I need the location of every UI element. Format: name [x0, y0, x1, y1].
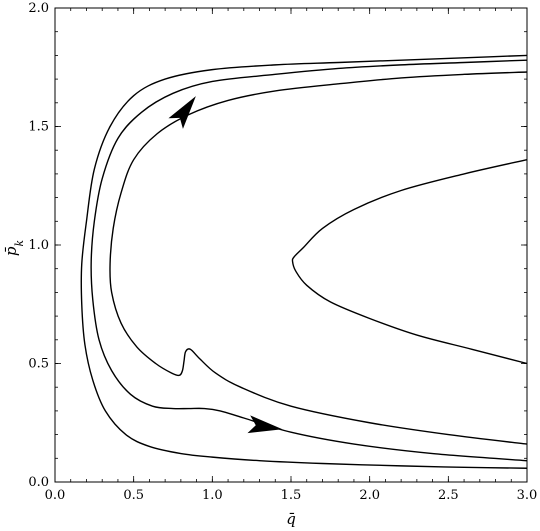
x-tick-label: 0.0: [45, 488, 66, 503]
x-tick-label: 1.5: [281, 488, 302, 503]
trajectory-curve-1: [80, 54, 528, 469]
x-tick-label: 1.0: [202, 488, 223, 503]
x-tick-label: 3.0: [517, 488, 538, 503]
axis-tick-labels: 0.0 0.5 1.0 1.5 2.0 2.5 3.0 0.0 0.5 1.0 1.5 2.0: [28, 1, 537, 503]
y-tick-label: 0.0: [28, 475, 49, 490]
y-tick-label: 2.0: [28, 1, 49, 16]
axis-ticks: [54, 7, 528, 483]
y-axis-title-base: p̄: [2, 246, 20, 256]
y-tick-label: 0.5: [28, 357, 49, 372]
trajectory-curves: [80, 54, 528, 469]
y-tick-label: 1.5: [28, 120, 49, 135]
y-axis-title-sub: k: [13, 240, 26, 247]
plot-frame: [54, 7, 528, 483]
y-axis-title: p̄k: [2, 240, 26, 257]
direction-arrows: [168, 96, 283, 434]
x-tick-label: 2.0: [359, 488, 380, 503]
x-axis-title: q̄: [286, 510, 296, 528]
direction-arrow-1: [168, 96, 196, 129]
trajectory-curve-2: [90, 59, 528, 462]
x-tick-label: 2.5: [438, 488, 459, 503]
trajectory-curve-4: [291, 158, 528, 365]
y-tick-label: 1.0: [28, 238, 49, 253]
x-tick-label: 0.5: [123, 488, 144, 503]
direction-arrow-2: [247, 415, 283, 434]
trajectory-curve-3: [109, 71, 528, 445]
